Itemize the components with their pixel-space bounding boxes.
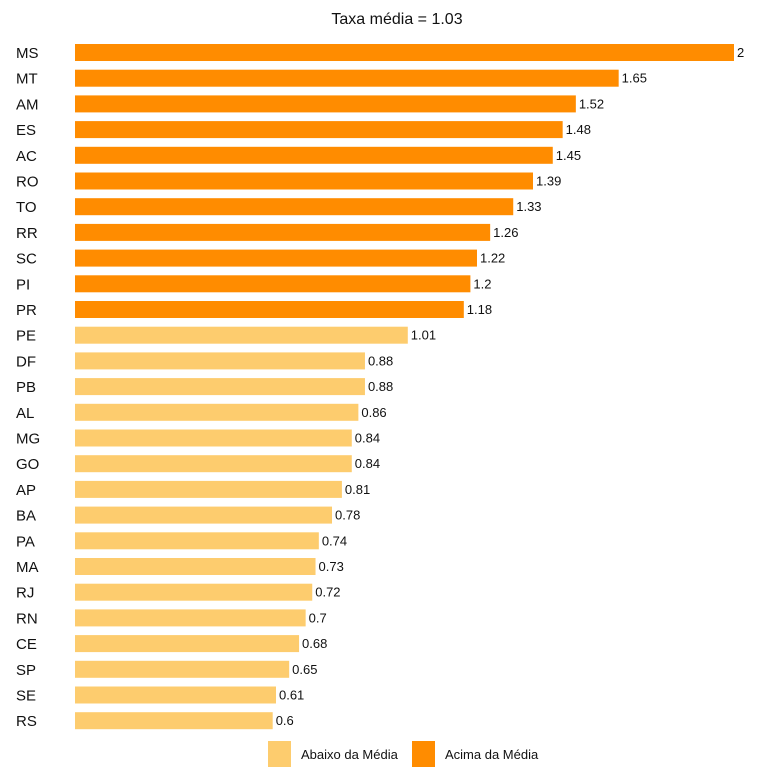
category-label: RR <box>16 225 38 242</box>
category-label: MT <box>16 71 38 88</box>
value-label: 1.52 <box>579 96 604 111</box>
category-label: MS <box>16 45 39 62</box>
bar <box>75 455 352 473</box>
value-label: 1.18 <box>467 302 492 317</box>
value-label: 1.22 <box>480 251 505 266</box>
bar <box>75 403 359 421</box>
bar <box>75 249 477 267</box>
value-label: 0.6 <box>276 713 294 728</box>
bar <box>75 609 306 627</box>
legend-label-abaixo: Abaixo da Média <box>301 747 399 762</box>
value-label: 1.65 <box>622 71 647 86</box>
value-label: 1.33 <box>516 199 541 214</box>
category-label: GO <box>16 456 39 473</box>
bar <box>75 429 352 447</box>
value-label: 0.68 <box>302 636 327 651</box>
category-label: DF <box>16 353 36 370</box>
bar <box>75 198 514 216</box>
value-label: 0.61 <box>279 688 304 703</box>
legend-label-acima: Acima da Média <box>445 747 539 762</box>
chart-title: Taxa média = 1.03 <box>331 11 462 28</box>
category-label: AM <box>16 96 39 113</box>
category-label: PA <box>16 533 35 550</box>
category-label: MA <box>16 559 39 576</box>
value-label: 0.86 <box>361 405 386 420</box>
category-label: RN <box>16 610 38 627</box>
category-label: SC <box>16 251 37 268</box>
bar <box>75 95 576 113</box>
value-label: 0.81 <box>345 482 370 497</box>
bar <box>75 301 464 318</box>
bar <box>75 480 342 498</box>
bar <box>75 583 313 601</box>
bars-layer: MS 2 MT 1.65 AM 1.52 ES 1.48 AC 1.45 RO 1.39 TO 1.33 R… <box>16 44 744 730</box>
bar <box>75 558 316 575</box>
value-label: 0.73 <box>319 559 344 574</box>
category-label: PI <box>16 276 30 293</box>
value-label: 0.78 <box>335 508 360 523</box>
category-label: PR <box>16 302 37 319</box>
category-label: CE <box>16 636 37 653</box>
category-label: ES <box>16 122 36 139</box>
category-label: BA <box>16 508 36 525</box>
bar <box>75 44 734 61</box>
legend-swatch-acima <box>412 741 435 767</box>
category-label: RJ <box>16 585 34 602</box>
value-label: 0.84 <box>355 431 380 446</box>
value-label: 0.74 <box>322 533 347 548</box>
category-label: TO <box>16 199 37 216</box>
bar <box>75 352 365 370</box>
category-label: PE <box>16 328 36 345</box>
value-label: 0.88 <box>368 379 393 394</box>
bar <box>75 378 365 396</box>
bar <box>75 506 333 524</box>
bar <box>75 686 276 704</box>
bar <box>75 275 471 293</box>
value-label: 1.48 <box>566 122 591 137</box>
value-label: 0.88 <box>368 353 393 368</box>
bar <box>75 660 290 678</box>
category-label: AP <box>16 482 36 499</box>
bar <box>75 223 491 241</box>
bar <box>75 146 553 164</box>
value-label: 1.01 <box>411 328 436 343</box>
value-label: 0.7 <box>309 610 327 625</box>
legend-swatch-abaixo <box>268 741 291 767</box>
bar <box>75 635 300 653</box>
category-label: SP <box>16 662 36 679</box>
value-label: 1.2 <box>473 276 491 291</box>
value-label: 0.65 <box>292 662 317 677</box>
bar <box>75 532 319 550</box>
bar <box>75 712 273 730</box>
category-label: PB <box>16 379 36 396</box>
category-label: RO <box>16 174 39 191</box>
category-label: AL <box>16 405 34 422</box>
category-label: SE <box>16 688 36 705</box>
value-label: 2 <box>737 45 744 60</box>
value-label: 0.72 <box>315 585 340 600</box>
bar <box>75 121 563 139</box>
category-label: AC <box>16 148 37 165</box>
bar <box>75 326 408 344</box>
bar <box>75 69 619 87</box>
value-label: 1.45 <box>556 148 581 163</box>
value-label: 1.39 <box>536 174 561 189</box>
bar <box>75 172 534 190</box>
value-label: 0.84 <box>355 456 380 471</box>
legend: Abaixo da Média Acima da Média <box>268 741 539 767</box>
category-label: RS <box>16 713 37 730</box>
category-label: MG <box>16 431 40 448</box>
value-label: 1.26 <box>493 225 518 240</box>
